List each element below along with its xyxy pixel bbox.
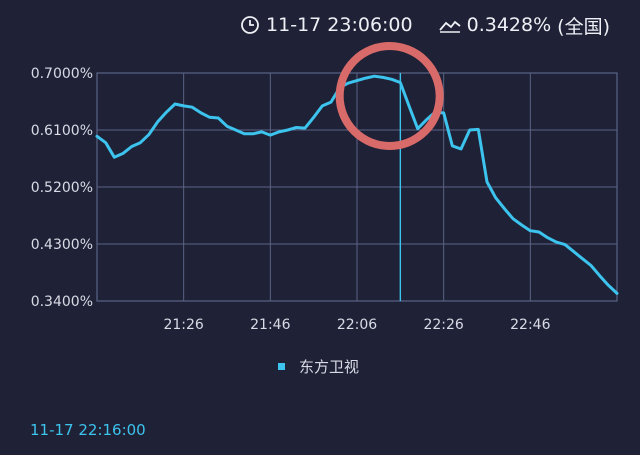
header-scope: (全国) [557, 15, 610, 38]
x-tick-label: 22:06 [337, 317, 377, 333]
chart-header: 11-17 23:06:00 0.3428% (全国) [240, 8, 610, 42]
x-tick-label: 22:46 [510, 317, 550, 333]
chart-grid [96, 72, 618, 302]
y-tick-label: 0.4300% [31, 237, 93, 253]
highlight-circle [335, 42, 444, 150]
y-axis-labels: 0.7000% 0.6100% 0.5200% 0.4300% 0.3400% [31, 66, 93, 310]
y-tick-label: 0.6100% [31, 123, 93, 139]
y-tick-label: 0.5200% [31, 180, 93, 196]
legend-label: 东方卫视 [299, 358, 360, 376]
chart-legend[interactable]: 东方卫视 [278, 356, 359, 377]
y-tick-label: 0.3400% [31, 294, 93, 310]
series-lines [95, 74, 619, 295]
legend-swatch [278, 363, 285, 370]
header-datetime: 11-17 23:06:00 [266, 14, 413, 36]
chart-overlay [335, 42, 444, 301]
x-axis-labels: 21:26 21:46 22:06 22:26 22:46 [163, 317, 550, 333]
y-tick-label: 0.7000% [31, 66, 93, 82]
x-tick-label: 21:26 [163, 317, 203, 333]
series-line [95, 74, 619, 295]
x-tick-label: 21:46 [250, 317, 290, 333]
clock-icon [240, 15, 260, 35]
selected-time: 11-17 22:16:00 [30, 421, 146, 439]
trend-icon [438, 17, 461, 33]
header-rating: 0.3428% [466, 14, 552, 36]
x-tick-label: 22:26 [423, 317, 463, 333]
